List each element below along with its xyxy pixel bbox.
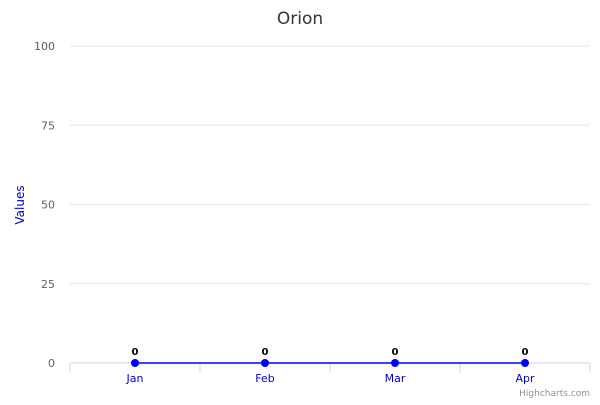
data-point [131, 359, 139, 367]
y-axis-ticks: 0 25 50 75 100 [34, 40, 55, 370]
data-label: 0 [262, 347, 269, 358]
data-point [261, 359, 269, 367]
x-tick-label: Feb [255, 372, 274, 385]
gridlines [70, 45, 590, 285]
y-tick-label: 0 [48, 357, 55, 370]
y-tick-label: 75 [41, 119, 55, 132]
y-tick-label: 25 [41, 278, 55, 291]
y-tick-label: 100 [34, 40, 55, 53]
data-label: 0 [522, 347, 529, 358]
x-axis [69, 362, 591, 373]
data-point [391, 359, 399, 367]
chart-title: Orion [277, 9, 323, 29]
data-point [521, 359, 529, 367]
y-tick-label: 50 [41, 199, 55, 212]
credits-link[interactable]: Highcharts.com [519, 389, 590, 399]
x-axis-ticks: Jan Feb Mar Apr [126, 372, 535, 385]
x-tick-label: Jan [126, 372, 144, 385]
x-tick-label: Apr [515, 372, 535, 385]
data-labels: 0 0 0 0 [132, 347, 529, 358]
series-group [131, 359, 529, 367]
data-label: 0 [392, 347, 399, 358]
x-tick-label: Mar [385, 372, 406, 385]
y-axis-label: Values [13, 185, 27, 224]
data-label: 0 [132, 347, 139, 358]
